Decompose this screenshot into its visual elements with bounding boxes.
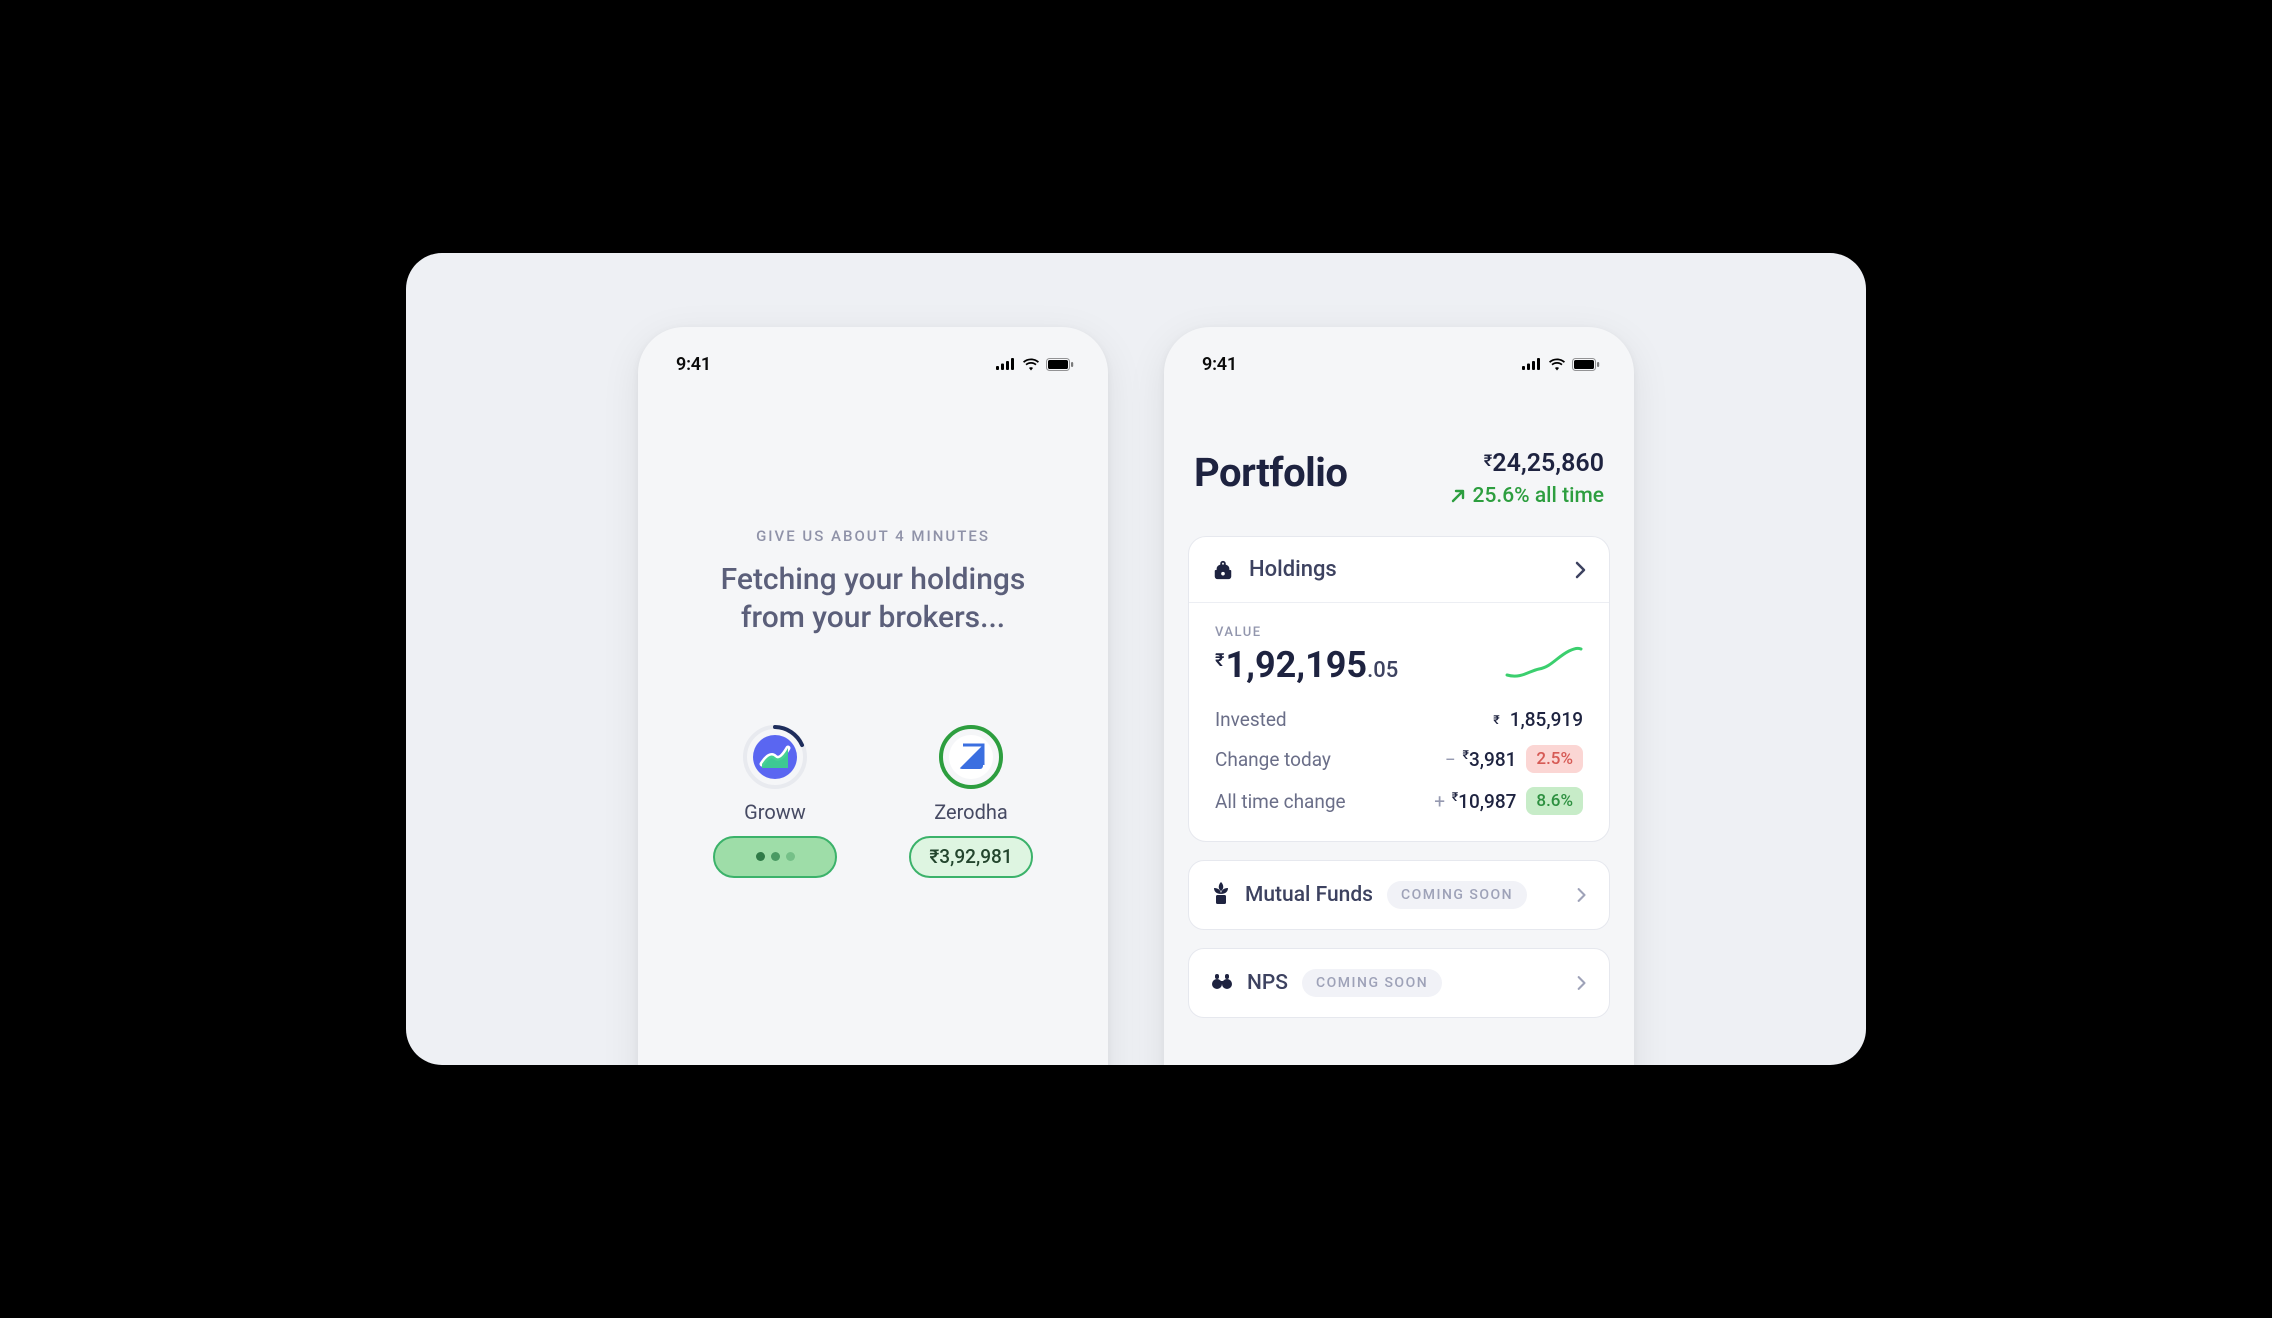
change-badge: 8.6% — [1526, 787, 1583, 815]
broker-zerodha-label: Zerodha — [934, 800, 1008, 824]
fetching-title: Fetching your holdings from your brokers… — [638, 561, 1108, 638]
arrow-up-right-icon — [1449, 487, 1467, 505]
coming-soon-tag: COMING SOON — [1302, 969, 1442, 997]
battery-icon — [1572, 358, 1600, 371]
chevron-right-icon — [1575, 561, 1587, 579]
portfolio-change: 25.6% all time — [1449, 484, 1604, 508]
chevron-right-icon — [1577, 975, 1587, 991]
holdings-icon — [1211, 558, 1235, 582]
portfolio-total: ₹24,25,860 — [1449, 449, 1604, 478]
portfolio-content: Portfolio ₹24,25,860 25.6% all time Hold… — [1164, 421, 1634, 1018]
holdings-stats: Invested ₹1,85,919 Change today − ₹3,981… — [1215, 708, 1583, 815]
stat-alltime-change: All time change + ₹10,987 8.6% — [1215, 787, 1583, 815]
loading-dot-icon — [771, 852, 780, 861]
portfolio-change-text: 25.6% all time — [1473, 484, 1604, 508]
canvas: 9:41 GIVE US ABOUT 4 MINUTES Fetching yo… — [406, 253, 1866, 1065]
fetching-title-line2: from your brokers... — [741, 600, 1005, 635]
portfolio-header: Portfolio ₹24,25,860 25.6% all time — [1188, 421, 1610, 508]
phone-right: 9:41 Portfolio ₹24,25,860 25.6% all time — [1164, 327, 1634, 1065]
broker-zerodha-pill: ₹3,92,981 — [909, 836, 1033, 878]
stat-value: ₹1,85,919 — [1493, 708, 1583, 731]
holdings-card[interactable]: Holdings VALUE ₹1,92,195.05 Invested — [1188, 536, 1610, 842]
stat-change-today: Change today − ₹3,981 2.5% — [1215, 745, 1583, 773]
fetching-title-line1: Fetching your holdings — [721, 562, 1026, 597]
sparkline-icon — [1505, 645, 1583, 685]
plant-icon — [1211, 882, 1231, 908]
stat-value: + ₹10,987 8.6% — [1434, 787, 1583, 815]
fetching-subtitle: GIVE US ABOUT 4 MINUTES — [638, 527, 1108, 545]
status-bar: 9:41 — [1164, 341, 1634, 387]
loading-dot-icon — [786, 852, 795, 861]
portfolio-stats: ₹24,25,860 25.6% all time — [1449, 449, 1604, 508]
phone-left: 9:41 GIVE US ABOUT 4 MINUTES Fetching yo… — [638, 327, 1108, 1065]
broker-groww: Groww — [713, 724, 837, 878]
mutual-funds-card[interactable]: Mutual Funds COMING SOON — [1188, 860, 1610, 930]
change-badge: 2.5% — [1526, 745, 1583, 773]
coming-soon-tag: COMING SOON — [1387, 881, 1527, 909]
holdings-value-cents: .05 — [1367, 658, 1398, 683]
stat-label: Invested — [1215, 708, 1287, 731]
cellular-icon — [1522, 358, 1542, 370]
loading-dot-icon — [756, 852, 765, 861]
nps-card[interactable]: NPS COMING SOON — [1188, 948, 1610, 1018]
nps-title: NPS — [1247, 971, 1288, 995]
value-label: VALUE — [1215, 625, 1583, 640]
stat-label: All time change — [1215, 790, 1346, 813]
wifi-icon — [1022, 358, 1040, 371]
holdings-value-main: 1,92,195 — [1225, 644, 1367, 686]
cellular-icon — [996, 358, 1016, 370]
holdings-value: ₹1,92,195.05 — [1215, 644, 1398, 686]
broker-row: Groww — [638, 724, 1108, 878]
mutual-funds-title: Mutual Funds — [1245, 883, 1373, 907]
holdings-card-header[interactable]: Holdings — [1189, 537, 1609, 603]
status-time: 9:41 — [676, 354, 711, 375]
holdings-body: VALUE ₹1,92,195.05 Invested ₹1,85,919 — [1189, 603, 1609, 841]
stat-label: Change today — [1215, 748, 1331, 771]
battery-icon — [1046, 358, 1074, 371]
fetching-content: GIVE US ABOUT 4 MINUTES Fetching your ho… — [638, 387, 1108, 878]
stat-invested: Invested ₹1,85,919 — [1215, 708, 1583, 731]
broker-groww-pill — [713, 836, 837, 878]
broker-zerodha-icon — [938, 724, 1004, 790]
binoculars-icon — [1211, 972, 1233, 994]
value-row: ₹1,92,195.05 — [1215, 644, 1583, 686]
status-icons — [1522, 358, 1600, 371]
broker-zerodha: Zerodha ₹3,92,981 — [909, 724, 1033, 878]
broker-groww-label: Groww — [744, 800, 806, 824]
chevron-right-icon — [1577, 887, 1587, 903]
wifi-icon — [1548, 358, 1566, 371]
status-time: 9:41 — [1202, 354, 1237, 375]
broker-groww-icon — [742, 724, 808, 790]
stat-value: − ₹3,981 2.5% — [1445, 745, 1583, 773]
status-bar: 9:41 — [638, 341, 1108, 387]
holdings-title: Holdings — [1249, 557, 1561, 582]
status-icons — [996, 358, 1074, 371]
portfolio-total-value: 24,25,860 — [1492, 449, 1604, 478]
portfolio-title: Portfolio — [1194, 449, 1347, 496]
